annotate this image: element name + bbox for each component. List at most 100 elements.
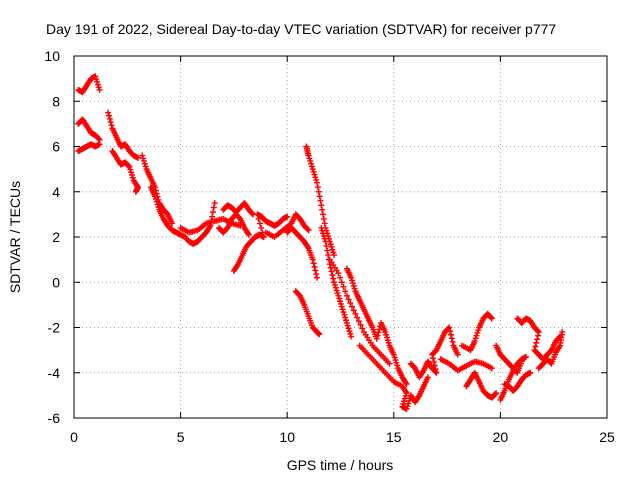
data-point	[352, 310, 359, 317]
data-point	[474, 329, 481, 336]
data-point	[93, 76, 100, 83]
data-point	[316, 331, 323, 338]
data-point	[475, 327, 482, 334]
data-point	[337, 298, 344, 305]
data-point	[343, 319, 350, 326]
x-tick-label: 15	[386, 429, 402, 445]
data-point	[340, 309, 347, 316]
data-point	[359, 325, 366, 332]
data-point	[404, 403, 411, 410]
data-point	[258, 224, 265, 231]
data-point	[350, 307, 357, 314]
data-point	[373, 335, 380, 342]
data-point	[322, 238, 329, 245]
data-point	[142, 163, 149, 170]
y-tick-label: 8	[52, 93, 60, 109]
data-point	[169, 220, 176, 227]
data-point	[401, 395, 408, 402]
plot-frame	[73, 55, 608, 419]
data-point	[152, 195, 159, 202]
data-point	[330, 249, 337, 256]
data-point	[335, 292, 342, 299]
data-point	[94, 78, 101, 85]
y-tick-label: 0	[52, 274, 60, 290]
data-point	[307, 157, 314, 164]
data-point	[318, 202, 325, 209]
data-point	[382, 329, 389, 336]
data-point	[346, 328, 353, 335]
data-point	[313, 271, 320, 278]
data-point	[314, 274, 321, 281]
data-point	[337, 300, 344, 307]
data-point	[312, 174, 319, 181]
data-point	[392, 357, 399, 364]
data-point	[141, 160, 148, 167]
data-point	[125, 162, 132, 169]
data-point	[390, 351, 397, 358]
data-point	[107, 119, 114, 126]
data-point	[488, 314, 495, 321]
data-point	[348, 274, 355, 281]
data-point	[317, 197, 324, 204]
data-point	[331, 252, 338, 259]
data-point	[127, 166, 134, 173]
data-point	[345, 296, 352, 303]
data-point	[394, 362, 401, 369]
data-point	[391, 354, 398, 361]
data-point	[313, 176, 320, 183]
data-point	[341, 311, 348, 318]
data-point	[424, 374, 431, 381]
data-point	[331, 279, 338, 286]
data-point	[447, 328, 454, 335]
data-point	[431, 362, 438, 369]
data-point	[339, 306, 346, 313]
data-point	[210, 204, 217, 211]
data-point	[473, 332, 480, 339]
data-point	[471, 338, 478, 345]
data-point	[314, 184, 321, 191]
y-tick-label: -2	[48, 320, 61, 336]
data-point	[401, 398, 408, 405]
data-point	[134, 154, 141, 161]
data-point	[357, 321, 364, 328]
data-point	[344, 322, 351, 329]
tick-marks	[73, 55, 608, 419]
data-point	[354, 314, 361, 321]
data-point	[284, 213, 291, 220]
data-point	[132, 188, 139, 195]
y-tick-label: -6	[48, 410, 61, 426]
data-point	[448, 335, 455, 342]
data-point	[347, 330, 354, 337]
data-point	[383, 331, 390, 338]
data-point	[376, 326, 383, 333]
data-point	[304, 226, 311, 233]
data-point	[315, 188, 322, 195]
data-point	[449, 338, 456, 345]
data-point	[351, 285, 358, 292]
data-point	[152, 193, 159, 200]
data-point	[129, 174, 136, 181]
markers	[75, 73, 566, 412]
data-point	[336, 295, 343, 302]
data-point	[95, 135, 102, 142]
data-point	[312, 267, 319, 274]
data-point	[155, 204, 162, 211]
data-point	[533, 339, 540, 346]
data-point	[256, 220, 263, 227]
data-point	[385, 339, 392, 346]
data-point	[403, 381, 410, 388]
data-point	[96, 86, 103, 93]
data-point	[105, 112, 112, 119]
data-point	[320, 211, 327, 218]
x-tick-label: 0	[70, 429, 78, 445]
data-point	[405, 400, 412, 407]
data-point	[308, 160, 315, 167]
x-tick-label: 25	[599, 429, 615, 445]
data-point	[343, 317, 350, 324]
data-point	[319, 206, 326, 213]
data-point	[492, 391, 499, 398]
data-point	[329, 246, 336, 253]
data-point	[342, 314, 349, 321]
data-point	[534, 332, 541, 339]
data-point	[338, 303, 345, 310]
